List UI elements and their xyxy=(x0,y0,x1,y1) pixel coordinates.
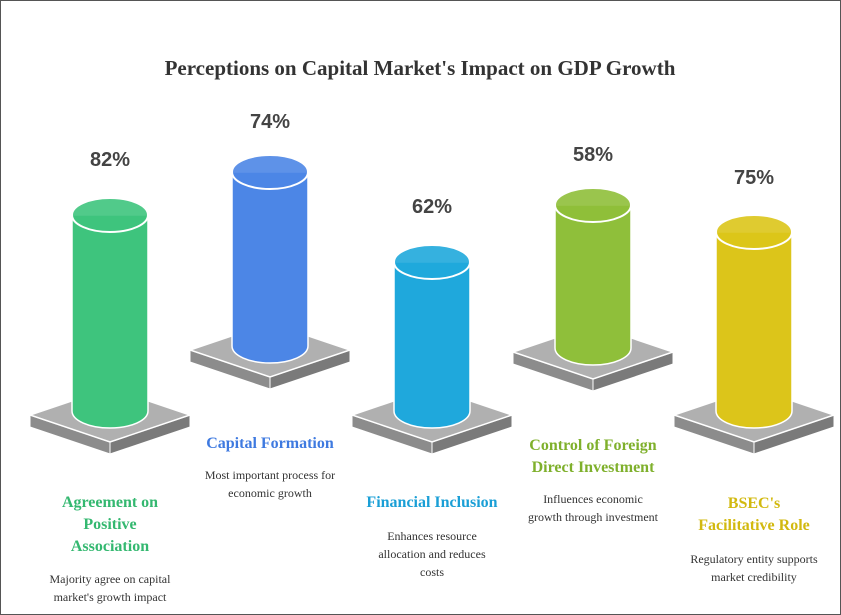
item-description: allocation and reduces xyxy=(378,547,486,561)
item-description: market credibility xyxy=(711,570,797,584)
cylinder-top xyxy=(231,154,309,190)
cylinder-body xyxy=(231,171,309,364)
item-description: Most important process for xyxy=(205,468,335,482)
item-label: BSEC's xyxy=(728,495,780,512)
item-description: Influences economic xyxy=(543,492,643,506)
item-description: Majority agree on capital xyxy=(50,572,172,586)
value-label: 62% xyxy=(412,196,452,218)
value-label: 82% xyxy=(90,149,130,171)
item-label: Direct Investment xyxy=(532,459,655,476)
cylinder-top xyxy=(71,197,149,233)
item-description: Enhances resource xyxy=(387,529,477,543)
item-label: Agreement on xyxy=(62,494,158,511)
item-label: Control of Foreign xyxy=(529,437,657,454)
title: Perceptions on Capital Market's Impact o… xyxy=(165,56,676,80)
pillar: 75% BSEC's Facilitative Role Regulatory ent… xyxy=(671,167,837,584)
item-description: growth through investment xyxy=(528,510,659,524)
item-description: costs xyxy=(420,565,444,579)
value-label: 58% xyxy=(573,144,613,166)
item-description: economic growth xyxy=(228,486,312,500)
pillar: 74% Capital Formation Most important proce… xyxy=(187,111,353,500)
cylinder-body xyxy=(393,261,471,429)
cylinder-top xyxy=(393,244,471,280)
cylinder-body xyxy=(554,204,632,366)
cylinder-body xyxy=(71,214,149,429)
pillar: 62% Financial Inclusion Enhances resource a… xyxy=(349,196,515,579)
value-label: 74% xyxy=(250,111,290,133)
cylinder-body xyxy=(715,231,793,429)
pillar: 82% Agreement on Positive Association Majori… xyxy=(27,149,193,604)
item-label: Facilitative Role xyxy=(698,517,810,534)
item-label: Financial Inclusion xyxy=(366,494,497,511)
pillar: 58% Control of Foreign Direct Investment In… xyxy=(510,144,676,524)
cylinder-top xyxy=(554,187,632,223)
item-label: Capital Formation xyxy=(206,435,334,452)
item-label: Positive xyxy=(83,516,136,533)
item-description: Regulatory entity supports xyxy=(690,552,818,566)
value-label: 75% xyxy=(734,167,774,189)
item-label: Association xyxy=(71,538,149,555)
cylinder-top xyxy=(715,214,793,250)
item-description: market's growth impact xyxy=(54,590,167,604)
